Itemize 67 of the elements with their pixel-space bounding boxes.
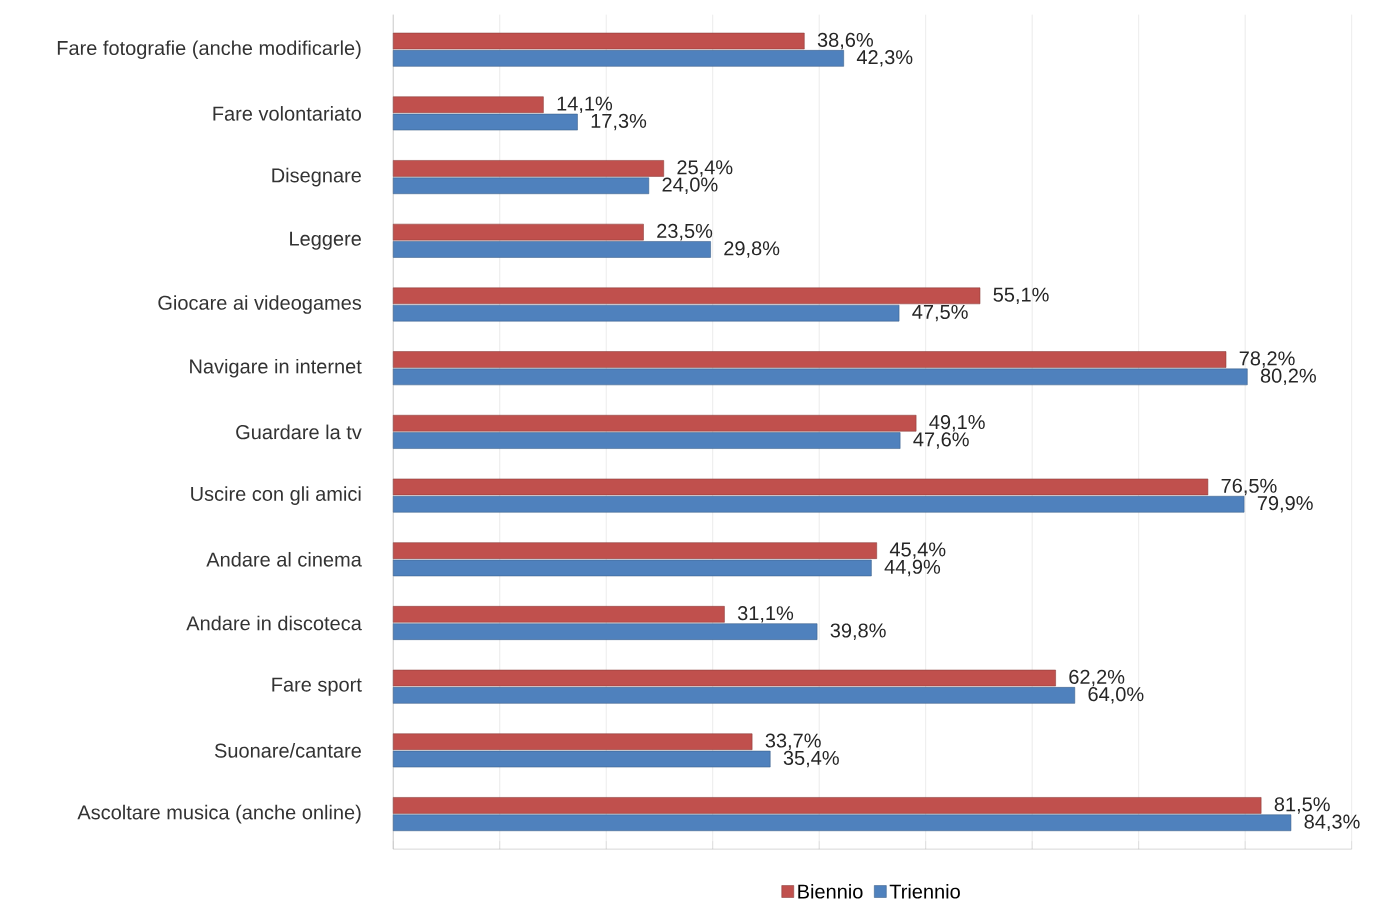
bar xyxy=(392,559,872,577)
data-label: 25,4% xyxy=(677,159,733,177)
data-label: 14,1% xyxy=(557,96,613,113)
bar xyxy=(392,432,901,449)
data-label: 45,4% xyxy=(889,542,946,559)
bar xyxy=(392,49,844,67)
y-tick-label: Guardare la tv xyxy=(236,424,362,440)
data-label: 78,2% xyxy=(1239,351,1295,368)
data-label: 80,2% xyxy=(1260,368,1316,385)
y-tick-label: Fare volontariato xyxy=(213,105,361,121)
y-tick-label: Uscire con gli amici xyxy=(191,486,361,505)
bar xyxy=(392,177,650,194)
bar xyxy=(392,686,1076,704)
bar xyxy=(392,478,1209,495)
y-tick-label: Suonare/cantare xyxy=(214,742,361,758)
data-label: 33,7% xyxy=(765,733,821,750)
y-tick-label: Andare in discoteca xyxy=(186,615,362,631)
data-label: 24,0% xyxy=(662,177,718,194)
data-label: 35,4% xyxy=(783,750,839,768)
y-tick-label: Giocare ai videogames xyxy=(158,294,362,314)
y-tick-label: Navigare in internet xyxy=(190,358,362,378)
bar xyxy=(392,96,544,113)
bar xyxy=(392,669,1056,687)
data-label: 64,0% xyxy=(1088,686,1144,704)
data-label: 55,1% xyxy=(993,287,1049,304)
bar xyxy=(392,733,753,750)
data-label: 29,8% xyxy=(724,240,780,258)
y-tick-label: Leggere xyxy=(290,231,361,250)
data-label: 23,5% xyxy=(657,223,713,241)
bar xyxy=(392,304,900,322)
data-label: 49,1% xyxy=(929,414,985,432)
y-tick-label: Fare sport xyxy=(272,677,362,696)
bar xyxy=(392,368,1248,385)
data-label: 62,2% xyxy=(1069,669,1125,687)
y-tick-label: Ascoltare musica (anche online) xyxy=(77,804,361,824)
bar xyxy=(392,113,578,131)
data-label: 76,5% xyxy=(1221,478,1277,495)
data-label: 39,8% xyxy=(830,623,886,640)
bar xyxy=(392,605,725,623)
data-label: 84,3% xyxy=(1304,814,1360,831)
bar xyxy=(392,240,711,258)
bar xyxy=(392,542,877,559)
data-label: 79,9% xyxy=(1257,495,1313,513)
bar xyxy=(392,414,917,432)
data-label: 47,5% xyxy=(912,304,968,322)
bar xyxy=(392,287,981,304)
data-label: 42,3% xyxy=(856,49,913,67)
bar xyxy=(392,623,818,640)
bar xyxy=(392,796,1262,814)
data-label: 47,6% xyxy=(913,432,969,449)
bar xyxy=(392,159,664,177)
y-tick-label: Fare fotografie (anche modificarle) xyxy=(57,40,361,59)
data-label: 81,5% xyxy=(1274,796,1330,814)
y-tick-label: Disegnare xyxy=(272,167,361,187)
data-label: 44,9% xyxy=(884,559,941,576)
y-tick-label: Andare al cinema xyxy=(206,551,362,567)
legend-label: Triennio xyxy=(889,883,960,899)
bar xyxy=(392,32,805,50)
legend-label: Biennio xyxy=(798,883,863,899)
data-label: 31,1% xyxy=(737,605,794,623)
bar xyxy=(392,223,644,241)
data-label: 38,6% xyxy=(817,32,873,50)
data-label: 17,3% xyxy=(591,113,647,131)
bar xyxy=(392,495,1245,513)
bar xyxy=(392,814,1292,831)
bar xyxy=(392,750,771,768)
bar xyxy=(392,351,1227,368)
